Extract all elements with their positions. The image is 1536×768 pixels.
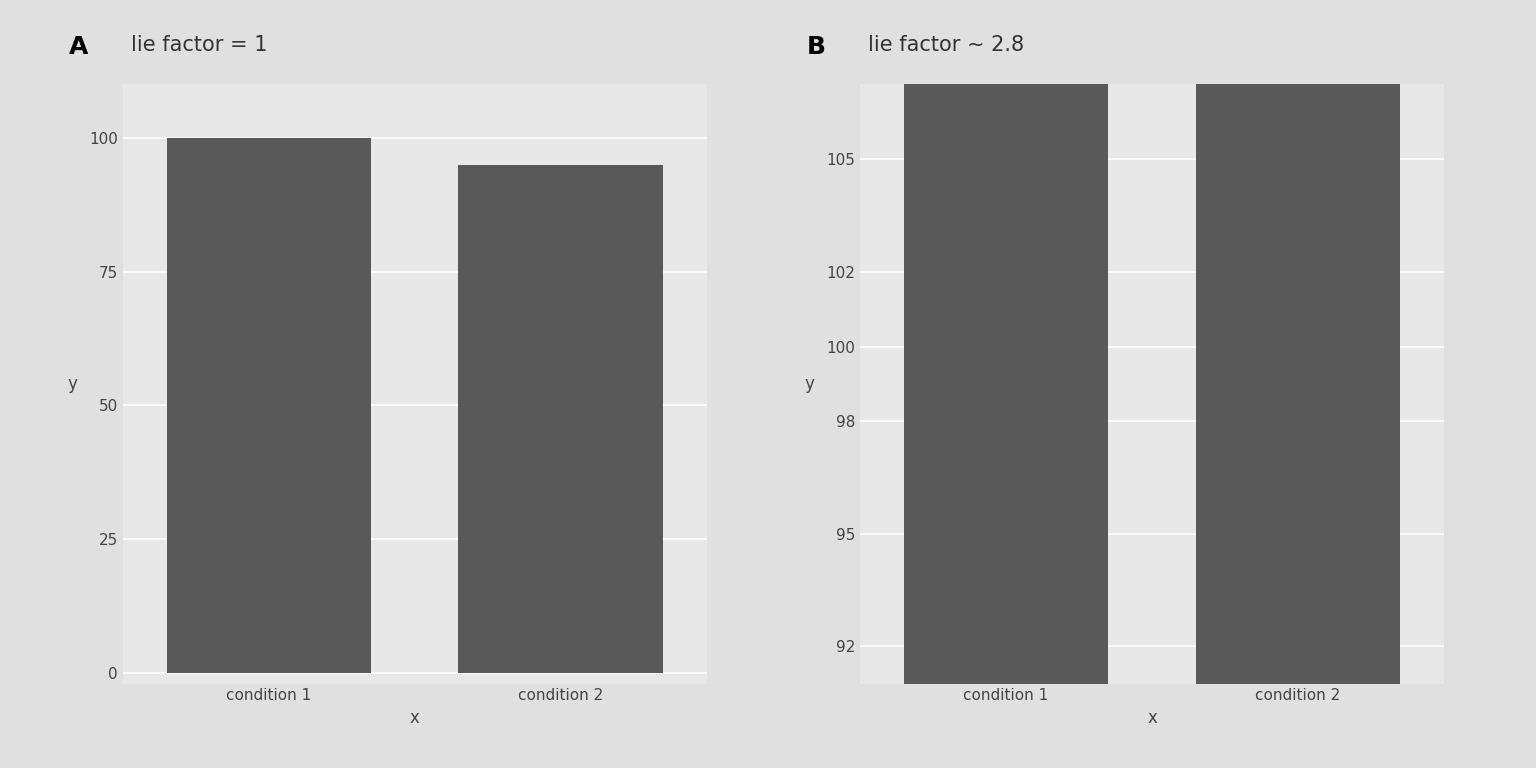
Bar	[1197, 0, 1401, 684]
Text: A: A	[69, 35, 89, 58]
X-axis label: x: x	[1147, 709, 1157, 727]
X-axis label: x: x	[410, 709, 419, 727]
Text: B: B	[806, 35, 825, 58]
Bar	[903, 0, 1109, 684]
Bar	[166, 138, 372, 673]
Text: lie factor ~ 2.8: lie factor ~ 2.8	[868, 35, 1025, 55]
Y-axis label: y: y	[68, 375, 77, 393]
Bar	[458, 164, 664, 673]
Y-axis label: y: y	[805, 375, 814, 393]
Text: lie factor = 1: lie factor = 1	[131, 35, 267, 55]
